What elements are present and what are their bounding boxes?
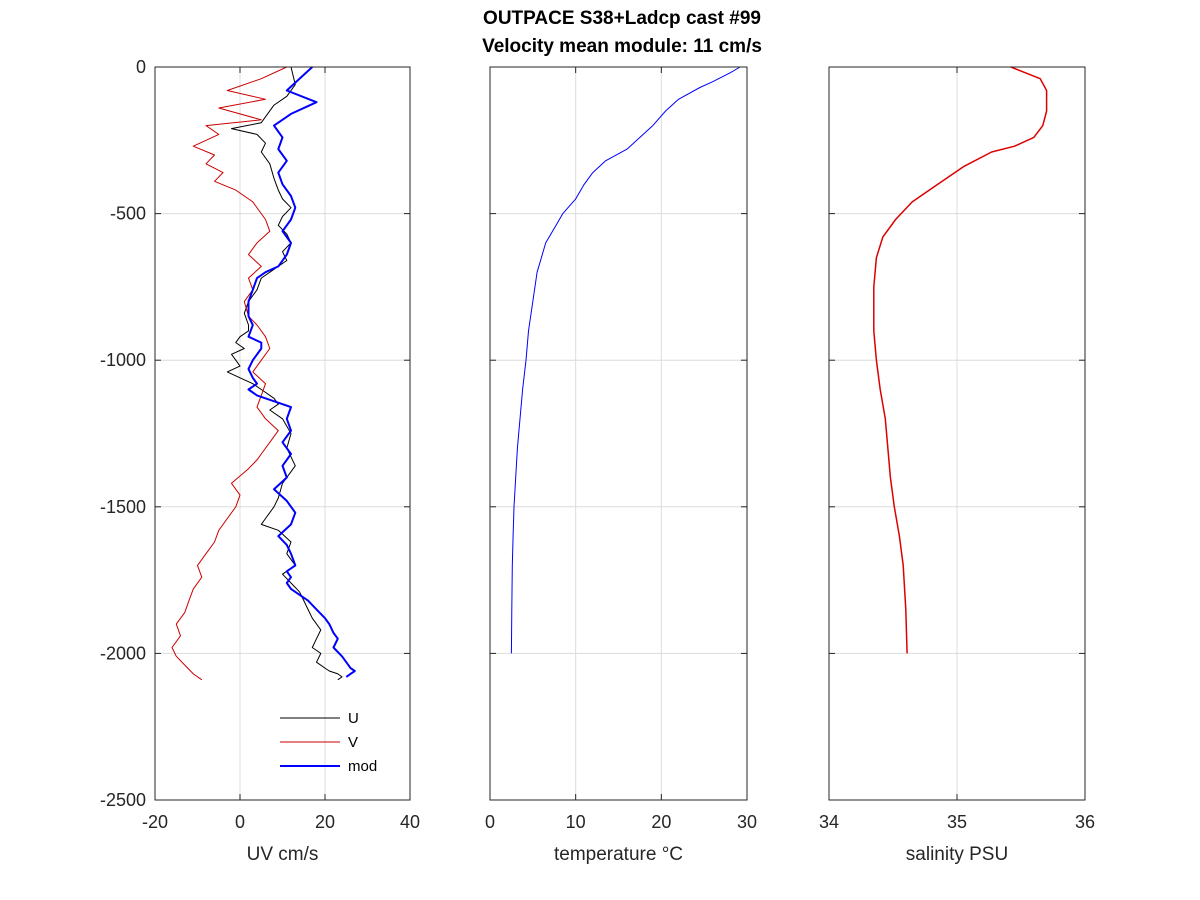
series-line-panel1 <box>510 66 741 654</box>
x-tick-label: 20 <box>315 812 335 832</box>
x-axis-label: salinity PSU <box>906 844 1008 865</box>
series-line-u <box>226 66 343 681</box>
x-axis-label: UV cm/s <box>247 844 319 865</box>
temperature-panel: 0 10 20 30 temperature °C <box>485 66 757 865</box>
axes-box <box>489 66 748 801</box>
legend-label-mod: mod <box>348 758 377 775</box>
x-tick-label: 34 <box>819 812 839 832</box>
axes-box <box>154 66 411 801</box>
series-line-mod <box>247 66 356 678</box>
legend-label-v: V <box>348 734 358 751</box>
x-tick-label: 40 <box>400 812 420 832</box>
y-tick-label: -500 <box>110 204 146 224</box>
chart-title-line2: Velocity mean module: 11 cm/s <box>482 36 762 57</box>
y-tick-label: -1500 <box>100 497 146 517</box>
y-tick-label: 0 <box>136 57 146 77</box>
x-axis-label: temperature °C <box>554 844 683 865</box>
x-tick-label: 35 <box>947 812 967 832</box>
y-tick-label: -1000 <box>100 350 146 370</box>
series-line-panel2 <box>873 66 1048 654</box>
x-tick-label: -20 <box>142 812 168 832</box>
chart-title-line1: OUTPACE S38+Ladcp cast #99 <box>483 8 761 29</box>
series-line-v <box>171 66 288 681</box>
legend-label-u: U <box>348 710 359 727</box>
velocity-panel: -20 0 20 40 0 -500 -1000 -1500 -2000 -2500 UV cm/s… <box>100 57 420 865</box>
x-tick-label: 20 <box>651 812 671 832</box>
x-tick-label: 0 <box>485 812 495 832</box>
y-tick-label: -2000 <box>100 643 146 663</box>
salinity-panel: 34 35 36 salinity PSU <box>819 66 1095 865</box>
x-tick-label: 0 <box>235 812 245 832</box>
x-tick-label: 30 <box>737 812 757 832</box>
y-tick-label: -2500 <box>100 790 146 810</box>
x-tick-label: 10 <box>566 812 586 832</box>
x-tick-label: 36 <box>1075 812 1095 832</box>
